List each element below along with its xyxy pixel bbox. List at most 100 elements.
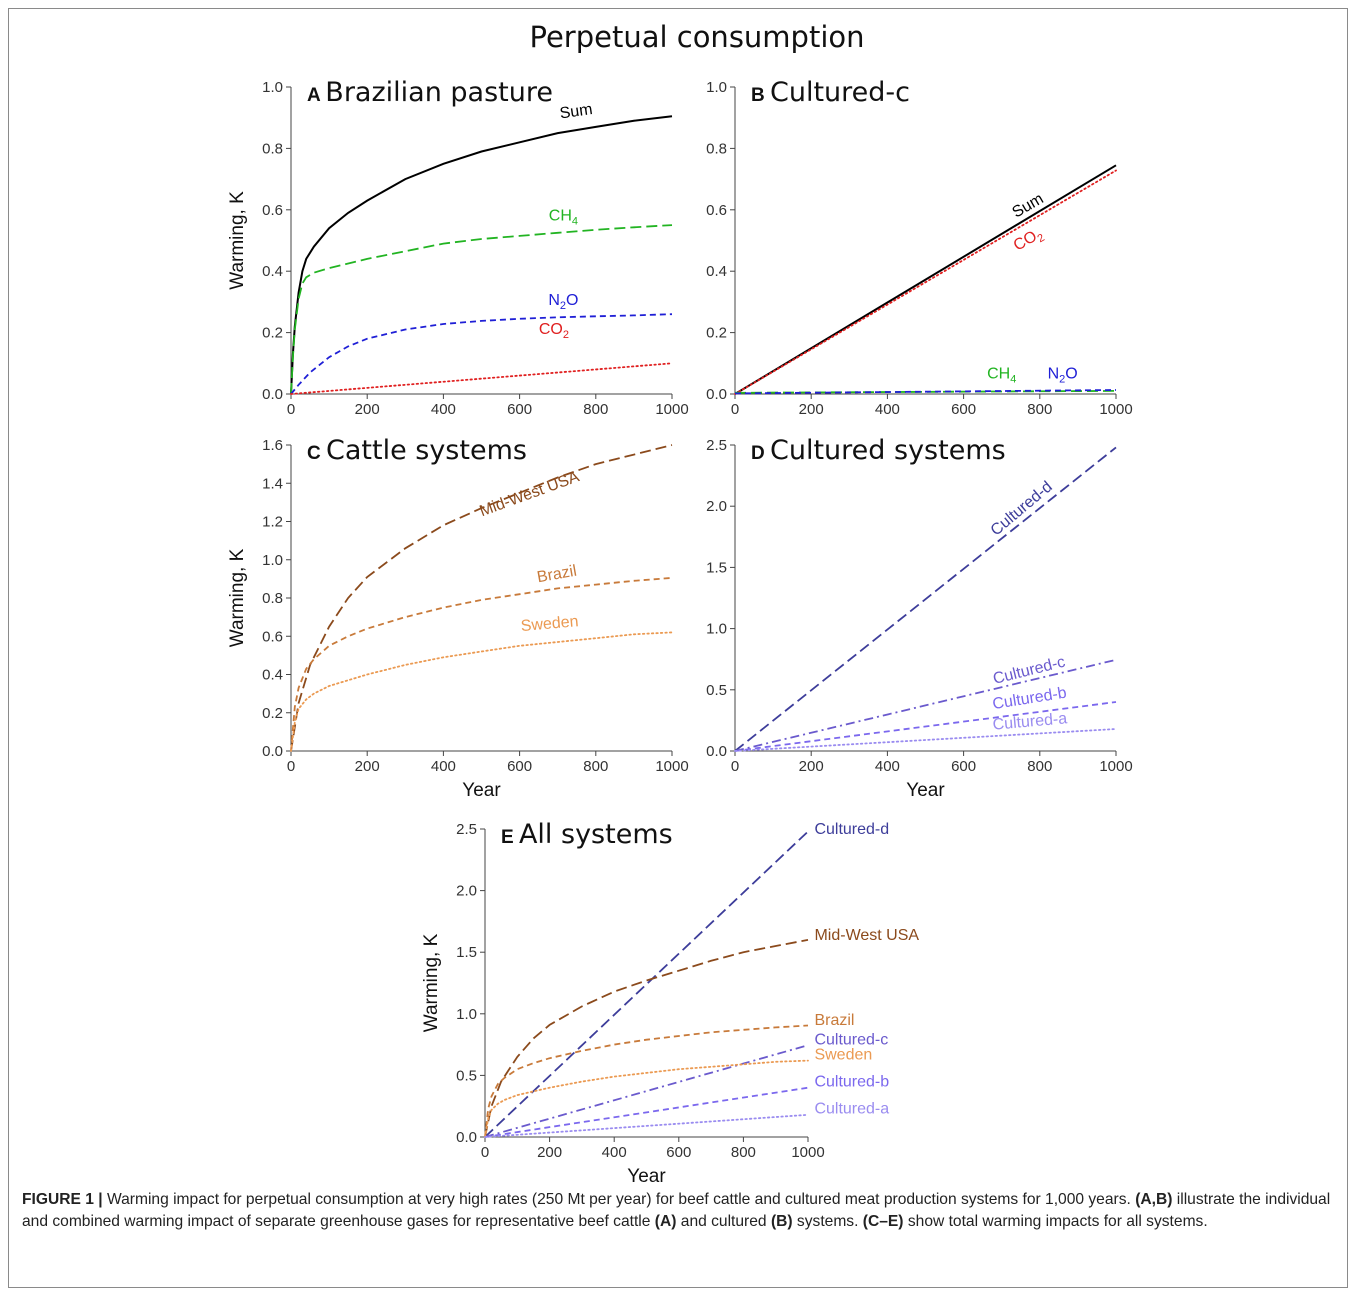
series-line-brazil	[290, 577, 673, 752]
series-label-brazil: Brazil	[536, 563, 578, 587]
x-tick-label: 0	[731, 401, 739, 418]
figure-title: Perpetual consumption	[529, 20, 864, 54]
x-tick-label: 800	[583, 758, 608, 775]
y-tick-label: 0.4	[262, 263, 283, 280]
y-tick-label: 0.4	[262, 667, 283, 684]
series-line-cultured-b	[484, 1086, 809, 1138]
series-label-cultured-b: Cultured-b	[814, 1073, 889, 1090]
caption-text-5: show total warming impacts for all syste…	[903, 1213, 1208, 1230]
y-tick-label: 0.0	[706, 386, 727, 403]
caption-text-3: and cultured	[676, 1213, 771, 1230]
panel-title: C Cattle systems	[307, 435, 527, 466]
label-subscript: 2	[560, 300, 566, 312]
label-main: CO	[539, 321, 563, 338]
series-label-brazil: Brazil	[814, 1012, 854, 1029]
y-tick-label: 0.2	[262, 705, 283, 722]
y-tick-label: 1.4	[262, 475, 283, 492]
label-subscript: 4	[572, 216, 578, 228]
x-tick-label: 200	[799, 401, 824, 418]
series-line-co2	[734, 169, 1117, 395]
x-tick-label: 400	[875, 758, 900, 775]
x-tick-label: 400	[431, 401, 456, 418]
series-line-cultured-a	[484, 1113, 809, 1138]
panel-letter: B	[751, 85, 770, 106]
y-tick-label: 0.2	[262, 325, 283, 342]
y-axis-label: Warming, K	[227, 548, 248, 647]
y-tick-label: 0.0	[706, 743, 727, 760]
x-tick-label: 800	[583, 401, 608, 418]
series-line-cultured-c	[734, 658, 1117, 752]
series-line-cultured-d	[484, 830, 809, 1138]
y-axis-label: Warming, K	[227, 191, 248, 290]
label-tail: O	[566, 292, 578, 309]
x-tick-label: 200	[799, 758, 824, 775]
y-tick-label: 1.0	[706, 621, 727, 638]
label-main: N	[1048, 366, 1060, 383]
label-subscript: 2	[563, 329, 569, 341]
y-tick-label: 1.0	[262, 552, 283, 569]
panel-name: All systems	[519, 819, 673, 850]
series-line-cultured-a	[734, 728, 1117, 752]
x-tick-label: 600	[951, 758, 976, 775]
series-line-sum	[734, 164, 1117, 395]
y-tick-label: 1.0	[456, 1006, 477, 1023]
series-label-sum: Sum	[1010, 190, 1047, 221]
x-tick-label: 600	[507, 758, 532, 775]
y-tick-label: 0.5	[456, 1067, 477, 1084]
caption-ref-b: (B)	[770, 1213, 793, 1230]
series-line-cultured-b	[734, 701, 1117, 752]
series-label-sweden: Sweden	[814, 1046, 872, 1063]
y-tick-label: 1.0	[262, 79, 283, 96]
y-tick-label: 0.4	[706, 263, 727, 280]
y-tick-label: 0.5	[706, 682, 727, 699]
y-tick-label: 0.6	[262, 202, 283, 219]
panel-d: 0 200 400 600 800 1000 0.0 0.5 1.0 1.5 2.0 2.5 D Cul…	[706, 435, 1133, 801]
x-tick-label: 400	[875, 401, 900, 418]
x-tick-label: 600	[951, 401, 976, 418]
series-label-cultured-c: Cultured-c	[814, 1032, 888, 1049]
panel-letter: D	[751, 443, 770, 464]
panel-c: 0 200 400 600 800 1000 0.0 0.2 0.4 0.6 0.8 1.0 1.2 1.…	[227, 435, 689, 801]
series-label-cultured-a: Cultured-a	[814, 1101, 889, 1118]
x-tick-label: 800	[731, 1144, 756, 1161]
x-tick-label: 0	[481, 1144, 489, 1161]
panel-letter: C	[307, 443, 326, 464]
y-tick-label: 2.5	[706, 437, 727, 454]
series-line-mid-west-usa	[484, 939, 809, 1138]
caption-text-4: systems.	[792, 1213, 863, 1230]
y-tick-label: 0.0	[262, 386, 283, 403]
y-axis-label: Warming, K	[421, 933, 442, 1032]
caption-ref-ce: (C–E)	[862, 1213, 904, 1230]
y-tick-label: 1.5	[456, 944, 477, 961]
y-tick-label: 0.8	[262, 590, 283, 607]
y-tick-label: 0.2	[706, 325, 727, 342]
label-main: CH	[549, 208, 572, 225]
label-subscript: 2	[1036, 232, 1047, 245]
series-label-cultured-a: Cultured-a	[992, 710, 1068, 733]
x-tick-label: 200	[537, 1144, 562, 1161]
label-main: CH	[987, 366, 1010, 383]
x-tick-label: 200	[355, 758, 380, 775]
y-tick-label: 0.0	[262, 743, 283, 760]
label-main: N	[548, 292, 560, 309]
y-tick-label: 0.0	[456, 1129, 477, 1146]
x-tick-label: 0	[287, 401, 295, 418]
series-line-n2o	[290, 313, 673, 395]
x-tick-label: 600	[507, 401, 532, 418]
panel-name: Brazilian pasture	[325, 77, 553, 108]
y-tick-label: 2.5	[456, 821, 477, 838]
series-label-cultured-d: Cultured-d	[988, 478, 1056, 539]
y-tick-label: 1.0	[706, 79, 727, 96]
x-tick-label: 1000	[791, 1144, 824, 1161]
series-label-co2: CO2	[539, 321, 569, 341]
panel-letter: A	[307, 85, 325, 106]
x-tick-label: 0	[287, 758, 295, 775]
x-axis-label: Year	[462, 780, 501, 801]
series-label-sum: Sum	[559, 101, 594, 122]
y-tick-label: 0.8	[706, 140, 727, 157]
panel-b: 0 200 400 600 800 1000 0.0 0.2 0.4 0.6 0.8 1.0 B Cul…	[706, 77, 1133, 418]
label-subscript: 2	[1059, 374, 1065, 386]
panel-name: Cultured-c	[770, 77, 910, 108]
series-line-sweden	[484, 1059, 809, 1138]
series-label-ch4: CH4	[987, 366, 1016, 386]
